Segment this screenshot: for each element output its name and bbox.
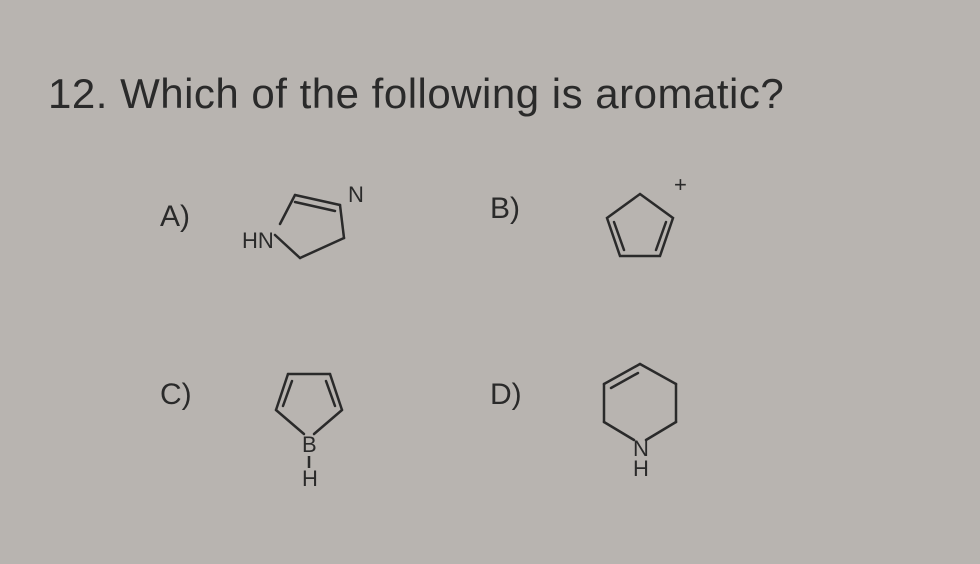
atom-b-label: B [302,432,317,457]
option-b-label: B) [490,192,520,226]
structure-b: + [580,174,710,299]
structure-a: N HN [240,180,390,295]
charge-plus: + [674,174,687,197]
options-grid: A) [120,180,880,540]
atom-hn-label: HN [242,228,274,253]
option-d-label: D) [490,378,522,412]
question-line: 12. Which of the following is aromatic? [48,70,784,118]
option-c-label: C) [160,378,192,412]
cyclopentadienyl-cation-svg: + [580,174,710,294]
exam-page: 12. Which of the following is aromatic? … [0,0,980,564]
imidazoline-svg: N HN [240,180,390,290]
question-body: Which of the following is aromatic? [120,70,784,117]
atom-h-label-d: H [633,456,649,481]
option-a-label: A) [160,200,190,234]
question-number: 12. [48,70,108,117]
structure-d: N H [580,352,710,507]
atom-n-label: N [348,182,364,207]
dihydropyridine-svg: N H [580,352,710,502]
structure-c: B H [250,356,370,501]
atom-h-label: H [302,466,318,491]
borole-svg: B H [250,356,370,496]
